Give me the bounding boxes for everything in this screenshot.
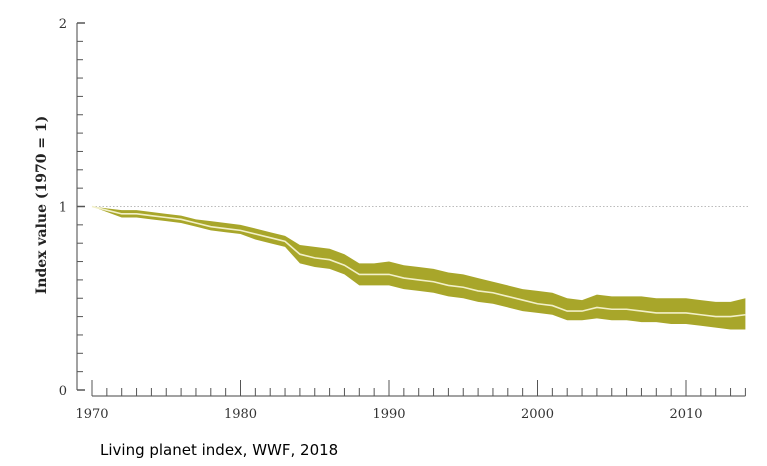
y-tick-label: 0 bbox=[59, 384, 67, 399]
y-axis-label: Index value (1970 = 1) bbox=[34, 116, 50, 295]
x-tick-label: 2000 bbox=[521, 407, 554, 422]
confidence-band bbox=[92, 206, 746, 330]
x-tick-label: 2010 bbox=[669, 407, 702, 422]
x-tick-label: 1980 bbox=[224, 407, 257, 422]
y-tick-label: 1 bbox=[59, 201, 67, 216]
x-tick-label: 1970 bbox=[75, 407, 108, 422]
y-tick-label: 2 bbox=[59, 17, 67, 32]
caption: Living planet index, WWF, 2018 bbox=[100, 441, 339, 459]
x-tick-label: 1990 bbox=[372, 407, 405, 422]
index-line bbox=[91, 205, 746, 318]
